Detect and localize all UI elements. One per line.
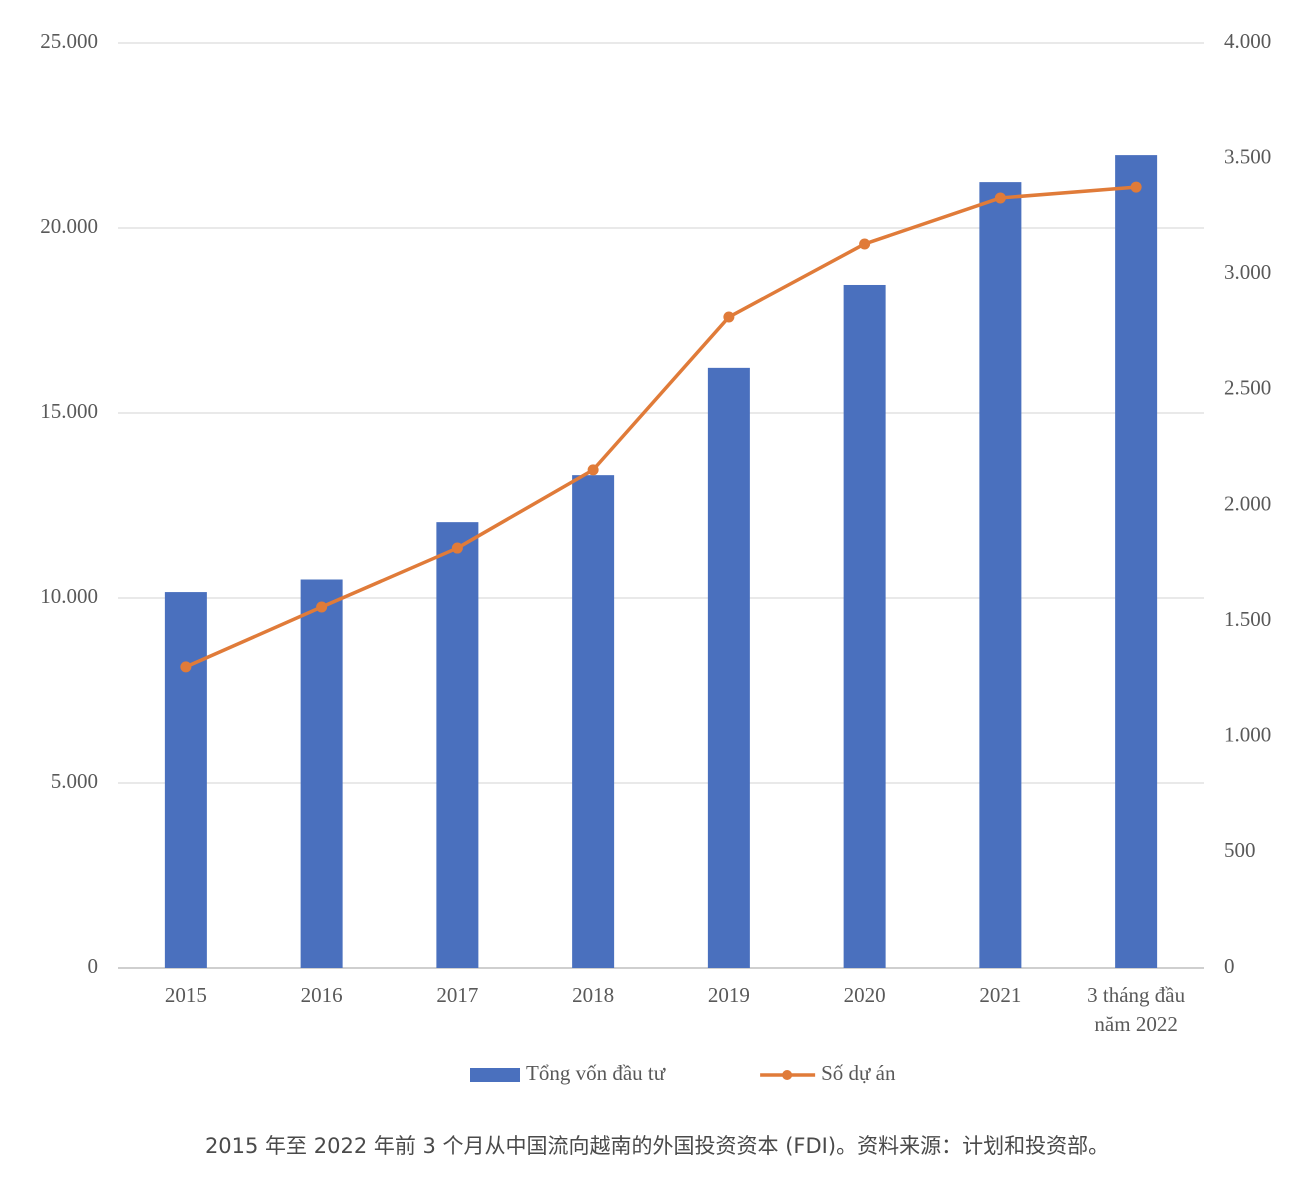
- y2-tick-label: 2.000: [1224, 491, 1271, 515]
- x-tick-label: 2020: [843, 983, 886, 1007]
- y2-tick-label: 1.000: [1224, 723, 1271, 747]
- legend-swatch: [470, 1068, 520, 1082]
- line-marker: [316, 601, 328, 613]
- x-tick-label: 2021: [979, 983, 1022, 1007]
- bar: [436, 522, 479, 968]
- y2-tick-label: 3.500: [1224, 144, 1271, 168]
- x-tick-label: 2017: [436, 983, 479, 1007]
- bar: [1115, 155, 1158, 969]
- line-marker: [451, 542, 463, 554]
- y2-tick-label: 3.000: [1224, 260, 1271, 284]
- y-tick-label: 20.000: [40, 214, 98, 238]
- y2-tick-label: 1.500: [1224, 607, 1271, 631]
- bar: [843, 284, 886, 969]
- bar: [707, 367, 750, 968]
- y2-tick-label: 4.000: [1224, 29, 1271, 53]
- legend-swatch: [782, 1070, 793, 1080]
- y-tick-label: 10.000: [40, 584, 98, 608]
- y-tick-label: 15.000: [40, 399, 98, 423]
- bar: [572, 475, 615, 968]
- y-tick-label: 5.000: [51, 769, 98, 793]
- y-tick-label: 25.000: [40, 29, 98, 53]
- line-marker: [723, 311, 735, 323]
- x-tick-label: 2016: [300, 983, 343, 1007]
- y2-tick-label: 0: [1224, 954, 1235, 978]
- line: [185, 185, 1137, 669]
- y-tick-label: 0: [88, 954, 99, 978]
- x-tick-label: 2019: [707, 983, 750, 1007]
- x-tick-label: 2015: [164, 983, 207, 1007]
- line-marker: [994, 192, 1006, 204]
- legend-label: Tổng vốn đầu tư: [526, 1061, 666, 1085]
- caption: 2015 年至 2022 年前 3 个月从中国流向越南的外国投资资本 (FDI)…: [204, 1134, 1110, 1158]
- line-marker: [859, 238, 871, 250]
- bar: [164, 592, 207, 968]
- line-marker: [587, 464, 599, 476]
- bar: [979, 182, 1022, 968]
- y2-tick-label: 2.500: [1224, 376, 1271, 400]
- bar: [300, 579, 343, 968]
- x-tick-label: 3 tháng đầu năm 2022: [1087, 983, 1186, 1036]
- legend-label: Số dự án: [821, 1061, 896, 1085]
- line-marker: [1130, 181, 1142, 193]
- x-tick-label: 2018: [572, 983, 615, 1007]
- line-marker: [180, 661, 192, 673]
- y2-tick-label: 500: [1224, 838, 1256, 862]
